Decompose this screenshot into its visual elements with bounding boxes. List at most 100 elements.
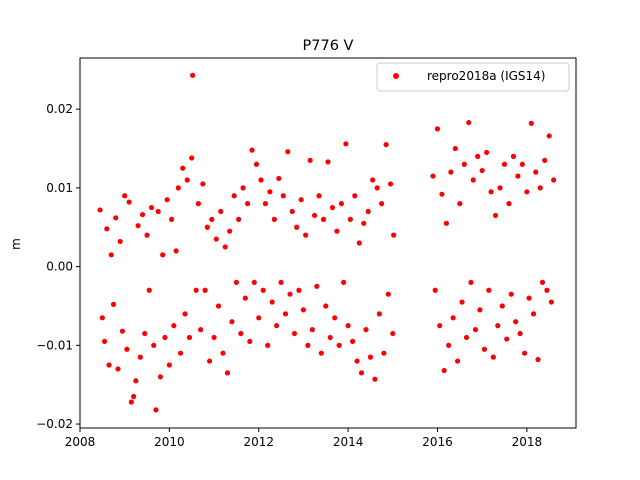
y-tick-label: −0.01 [36,338,73,352]
data-point [325,159,331,165]
data-point [224,370,231,376]
data-point [457,201,463,207]
data-point [160,252,166,258]
data-point [358,370,365,376]
data-point [504,336,510,342]
data-point [242,295,248,301]
data-point [546,133,552,139]
data-point [119,328,126,334]
data-point [200,181,206,187]
data-point [260,287,266,293]
data-point [533,169,539,175]
x-tick-label: 2018 [512,435,543,449]
data-point [184,177,190,183]
data-point [530,311,537,317]
data-point [128,399,134,405]
data-point [258,177,264,183]
data-point [454,358,461,364]
data-point [508,291,514,297]
data-point [213,236,219,242]
data-point [309,327,315,333]
data-point [463,334,470,341]
data-point [352,193,358,199]
data-point [381,350,387,356]
data-point [265,342,271,348]
data-point [139,212,146,218]
data-point [338,201,345,207]
data-point [267,189,273,195]
x-tick-label: 2012 [243,435,274,449]
legend-label: repro2018a (IGS14) [427,69,545,83]
data-point [211,334,217,341]
data-point [477,307,483,313]
data-point [513,319,519,325]
data-point [347,216,353,222]
data-point [162,334,168,341]
data-point [379,201,385,207]
data-point [385,291,391,297]
data-point [332,315,338,321]
data-point [370,177,376,183]
legend-box [376,62,570,92]
data-point [298,197,304,203]
data-point [231,193,237,199]
data-point [437,323,443,329]
data-point [303,232,309,238]
data-point [434,126,441,132]
data-point [180,165,186,171]
data-point [365,208,371,215]
legend-marker [393,73,399,79]
y-axis-label: m [9,238,23,250]
data-point [294,224,300,230]
y-axis: −0.02 −0.01 0.00 0.01 0.02 [36,102,80,431]
data-point [490,354,496,360]
data-point [229,319,235,325]
data-point [492,212,499,219]
y-tick-label: 0.01 [46,181,73,195]
data-point [193,287,199,293]
data-point [551,177,557,183]
data-point [206,358,213,364]
data-point [327,334,333,341]
data-point [305,342,311,348]
data-point [524,189,530,195]
data-point [247,338,253,344]
data-point [204,224,210,230]
data-point [222,244,228,250]
data-point [209,216,215,222]
data-point [285,149,291,155]
data-point [300,307,307,313]
data-point [117,238,123,245]
data-point [289,208,295,215]
data-point [537,185,543,191]
data-point [439,191,445,197]
data-point [280,193,286,199]
data-point [320,216,327,222]
data-point [446,342,452,348]
data-point [137,354,143,360]
data-point [495,323,501,329]
data-point [329,204,336,211]
data-point [131,393,137,400]
data-point [278,279,284,285]
data-point [481,346,487,352]
data-point [249,147,255,153]
data-point [236,216,242,222]
data-point [535,356,541,363]
data-point [387,181,394,187]
data-point [314,283,320,289]
y-tick-label: −0.02 [36,417,73,431]
data-point [376,311,382,317]
data-point [361,220,367,226]
data-point [251,279,257,285]
x-tick-label: 2014 [333,435,364,449]
data-point [391,232,397,238]
data-point [311,212,318,219]
data-point [220,350,226,356]
data-point [506,201,512,207]
data-point [146,287,152,293]
data-point [227,228,233,234]
data-point [432,287,438,293]
data-point [526,295,532,301]
